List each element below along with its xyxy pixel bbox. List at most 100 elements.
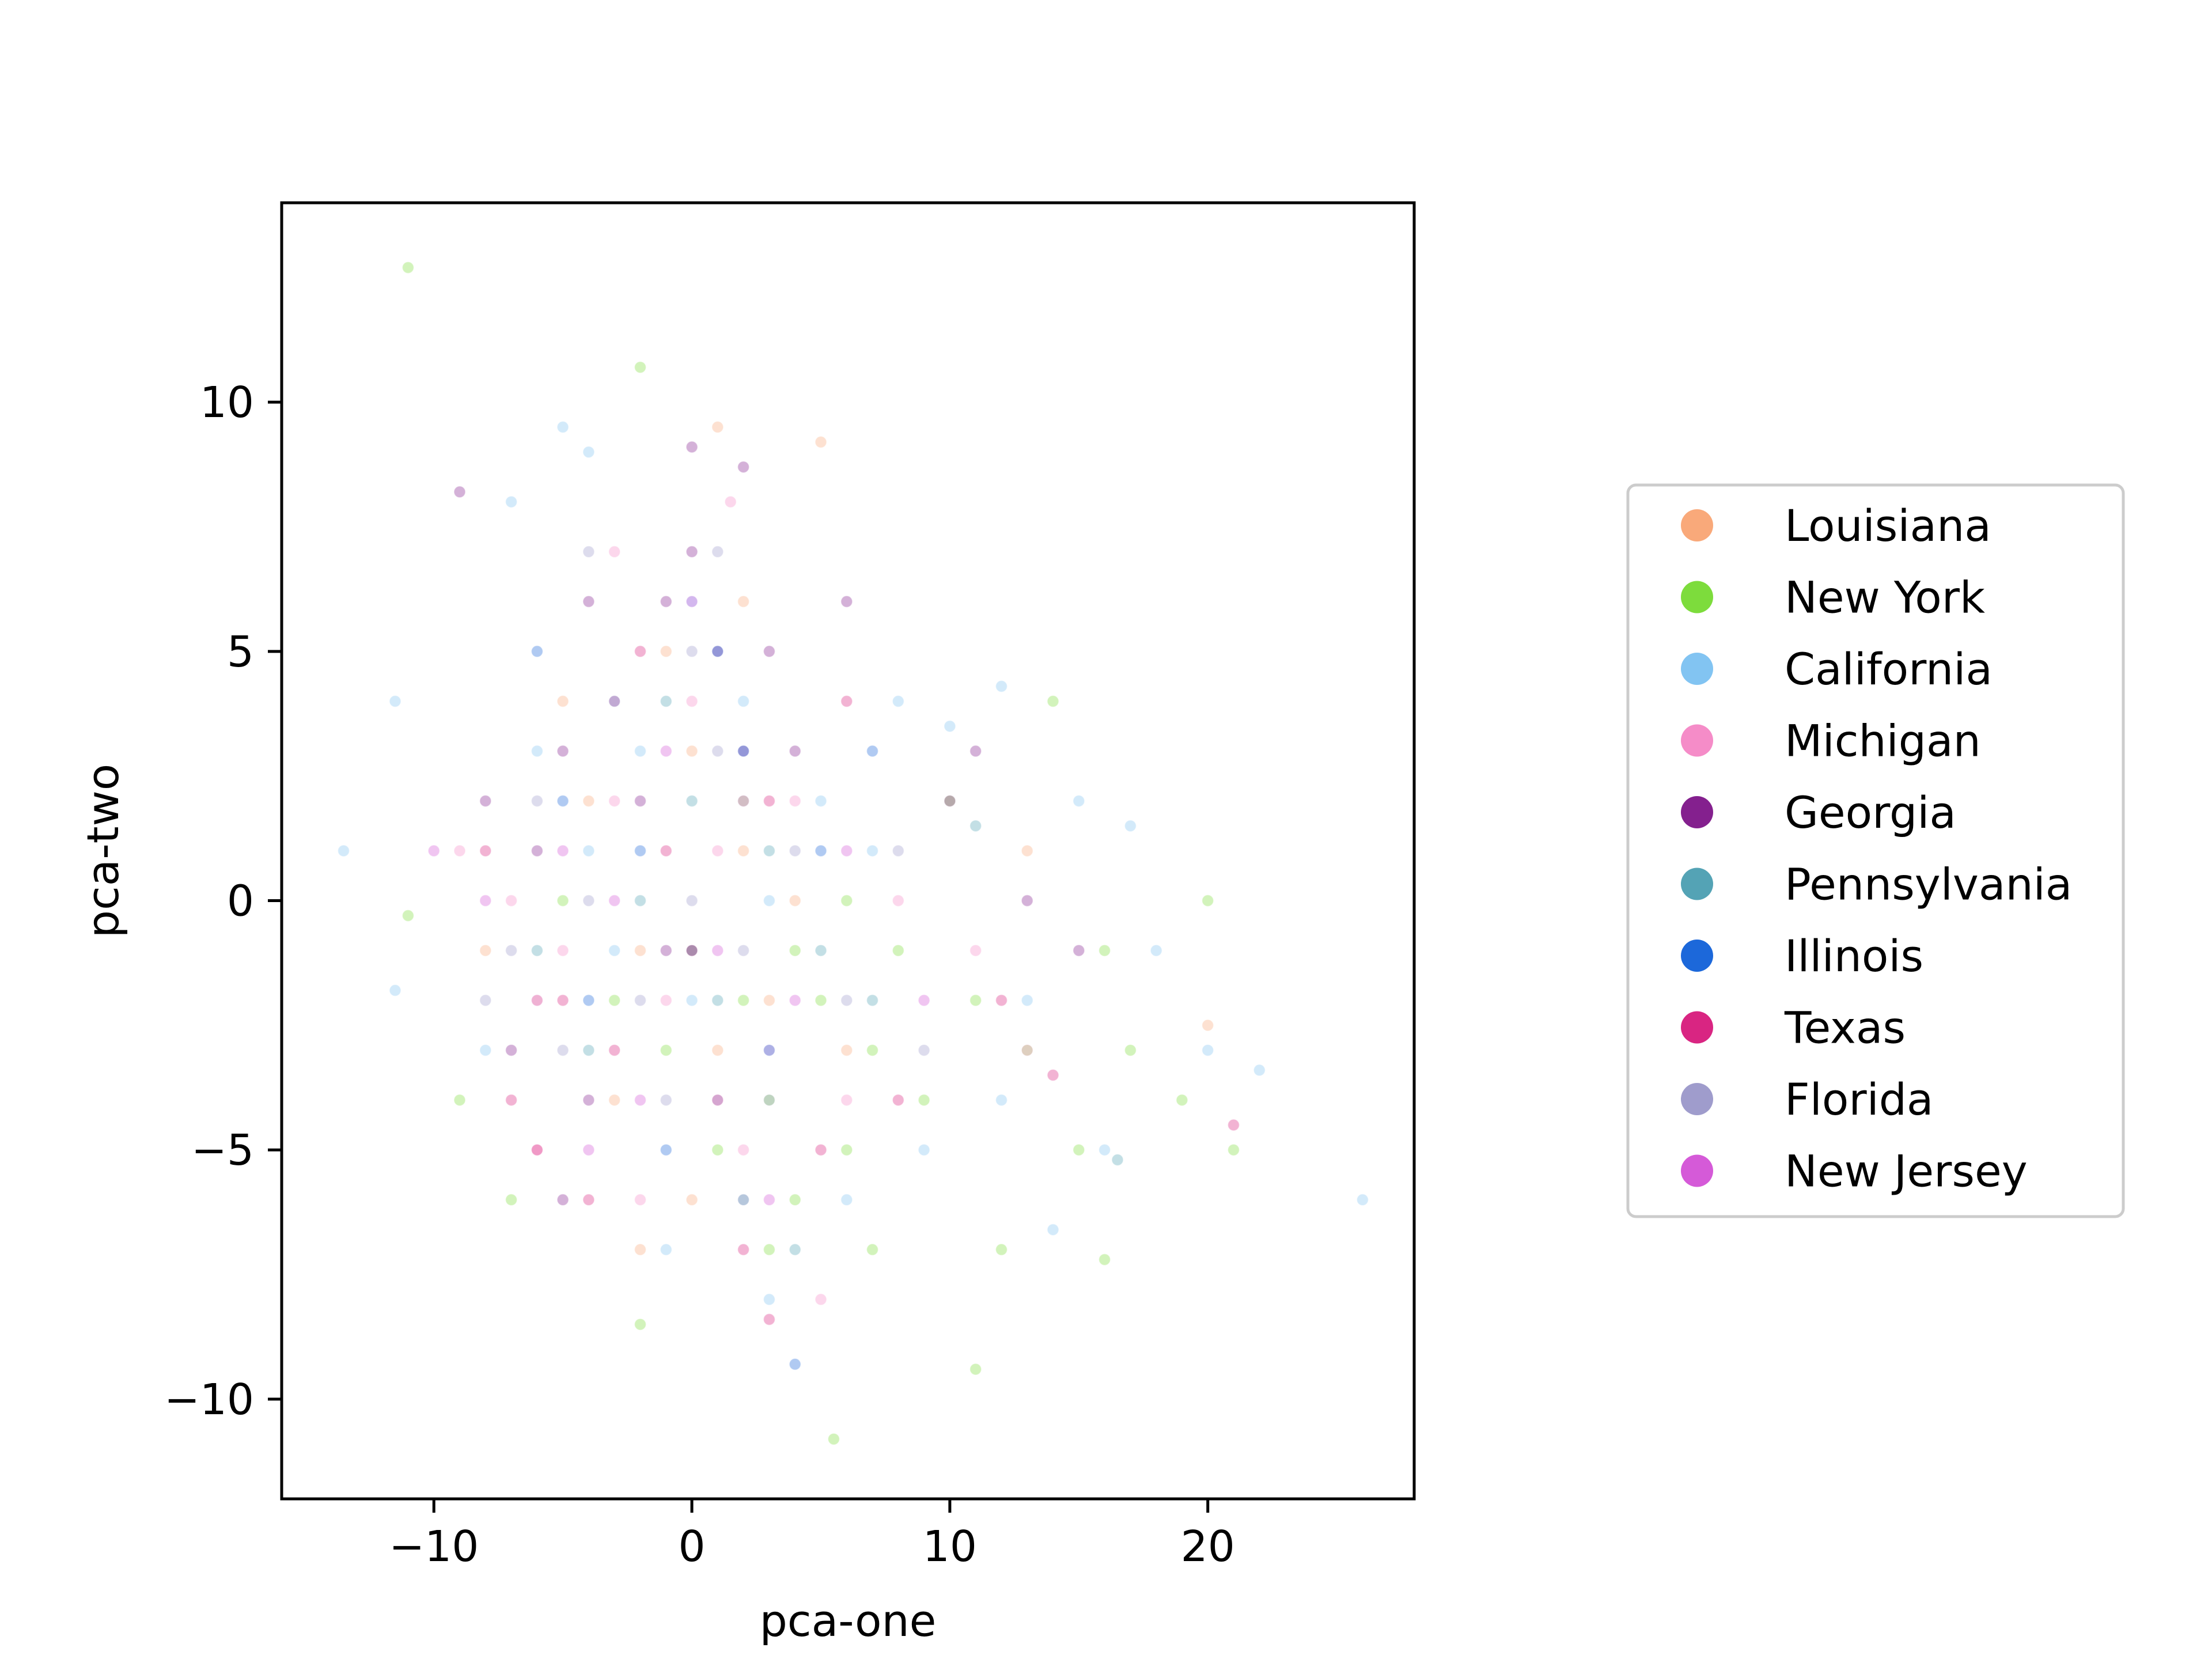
- scatter-point: [582, 546, 595, 558]
- series-illinois: [531, 645, 879, 1371]
- x-tick-label: 20: [1181, 1522, 1235, 1571]
- scatter-point: [1021, 894, 1033, 907]
- scatter-point: [531, 745, 544, 757]
- legend-marker: [1681, 1083, 1713, 1115]
- scatter-point: [866, 844, 879, 857]
- legend-marker: [1681, 724, 1713, 757]
- scatter-point: [827, 1433, 840, 1445]
- scatter-point: [815, 794, 827, 808]
- scatter-point: [711, 1143, 724, 1156]
- scatter-point: [711, 546, 724, 558]
- scatter-point: [711, 844, 724, 857]
- scatter-point: [479, 994, 492, 1007]
- scatter-point: [737, 794, 750, 808]
- legend: Louisiana New York California Michigan Georg…: [1626, 483, 2125, 1218]
- scatter-point: [1098, 1143, 1111, 1156]
- scatter-point: [892, 695, 905, 708]
- scatter-point: [866, 1243, 879, 1256]
- scatter-point: [634, 944, 647, 957]
- scatter-point: [608, 794, 621, 808]
- plot-frame: [280, 201, 1416, 1501]
- scatter-point: [1124, 1044, 1137, 1056]
- series-texas: [479, 645, 1240, 1326]
- scatter-point: [815, 994, 827, 1007]
- points-layer: [337, 261, 1369, 1445]
- y-tick-label: −10: [164, 1375, 254, 1425]
- y-tick-label: 10: [200, 378, 254, 427]
- legend-frame: [1626, 483, 2125, 1218]
- scatter-point: [840, 1044, 853, 1056]
- scatter-point: [660, 645, 673, 658]
- scatter-point: [402, 909, 415, 922]
- legend-label: Texas: [1784, 1002, 1906, 1054]
- scatter-point: [918, 1143, 930, 1156]
- scatter-point: [505, 1194, 518, 1206]
- y-tick-label: 0: [227, 877, 254, 926]
- scatter-point: [1047, 1069, 1059, 1082]
- scatter-point: [969, 819, 982, 832]
- scatter-point: [531, 1143, 544, 1156]
- scatter-point: [995, 680, 1008, 693]
- scatter-point: [815, 435, 827, 449]
- scatter-point: [582, 844, 595, 857]
- scatter-point: [685, 546, 698, 558]
- scatter-point: [815, 844, 827, 857]
- scatter-point: [995, 1093, 1008, 1107]
- series-louisiana: [479, 421, 1214, 1256]
- scatter-point: [608, 1093, 621, 1107]
- scatter-point: [634, 1093, 647, 1107]
- scatter-point: [685, 794, 698, 808]
- scatter-point: [634, 1194, 647, 1206]
- scatter-point: [789, 894, 801, 907]
- scatter-point: [337, 844, 350, 857]
- scatter-point: [531, 844, 544, 857]
- scatter-point: [582, 595, 595, 608]
- scatter-point: [789, 844, 801, 857]
- scatter-point: [711, 645, 724, 658]
- series-new-jersey: [427, 595, 930, 1206]
- scatter-point: [453, 844, 466, 857]
- scatter-point: [634, 645, 647, 658]
- scatter-point: [789, 794, 801, 808]
- scatter-point: [763, 1313, 776, 1326]
- scatter-point: [737, 745, 750, 757]
- scatter-point: [1201, 1044, 1214, 1056]
- scatter-point: [789, 745, 801, 757]
- scatter-point: [789, 944, 801, 957]
- legend-label: Pennsylvania: [1785, 859, 2072, 910]
- scatter-point: [582, 1093, 595, 1107]
- scatter-point: [660, 1243, 673, 1256]
- scatter-point: [556, 745, 569, 757]
- series-michigan: [453, 495, 1033, 1306]
- legend-label: Florida: [1785, 1074, 1934, 1125]
- scatter-point: [608, 894, 621, 907]
- scatter-point: [685, 745, 698, 757]
- y-axis-label: pca-two: [77, 764, 128, 938]
- scatter-point: [634, 844, 647, 857]
- x-tick-label: 0: [679, 1522, 706, 1571]
- scatter-point: [556, 421, 569, 434]
- scatter-point: [556, 1194, 569, 1206]
- scatter-point: [892, 844, 905, 857]
- scatter-point: [892, 1093, 905, 1107]
- scatter-point: [737, 460, 750, 474]
- scatter-point: [944, 719, 956, 733]
- scatter-point: [389, 695, 402, 708]
- legend-marker: [1681, 1154, 1713, 1187]
- scatter-point: [1073, 944, 1085, 957]
- scatter-point: [918, 994, 930, 1007]
- scatter-point: [531, 794, 544, 808]
- scatter-point: [866, 994, 879, 1007]
- scatter-point: [685, 1194, 698, 1206]
- scatter-point: [634, 1243, 647, 1256]
- scatter-point: [685, 441, 698, 453]
- scatter-point: [634, 894, 647, 907]
- scatter-point: [918, 1044, 930, 1056]
- scatter-point: [505, 1044, 518, 1056]
- x-axis-label: pca-one: [760, 1595, 937, 1646]
- scatter-point: [840, 1194, 853, 1206]
- scatter-point: [634, 1318, 647, 1331]
- legend-label: Georgia: [1785, 787, 1956, 838]
- scatter-point: [660, 745, 673, 757]
- legend-marker: [1681, 1011, 1713, 1044]
